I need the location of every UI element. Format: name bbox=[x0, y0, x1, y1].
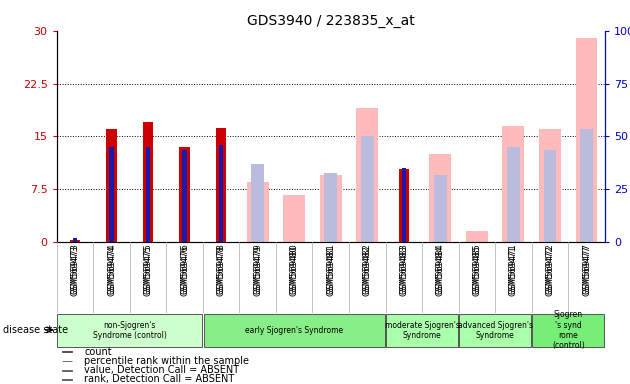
Text: non-Sjogren's
Syndrome (control): non-Sjogren's Syndrome (control) bbox=[93, 321, 167, 340]
Text: advanced Sjogren's
Syndrome: advanced Sjogren's Syndrome bbox=[457, 321, 533, 340]
Bar bbox=[70, 240, 80, 242]
FancyBboxPatch shape bbox=[57, 314, 202, 347]
Text: GSM569485: GSM569485 bbox=[472, 245, 481, 296]
Bar bbox=[106, 129, 117, 242]
FancyBboxPatch shape bbox=[532, 314, 604, 347]
Bar bbox=[284, 195, 305, 242]
Text: GSM569471: GSM569471 bbox=[509, 245, 518, 296]
Bar bbox=[62, 379, 72, 380]
Title: GDS3940 / 223835_x_at: GDS3940 / 223835_x_at bbox=[247, 14, 415, 28]
Bar bbox=[251, 164, 264, 242]
Bar bbox=[503, 126, 524, 242]
Text: GSM569483: GSM569483 bbox=[399, 245, 408, 296]
FancyBboxPatch shape bbox=[386, 314, 458, 347]
FancyBboxPatch shape bbox=[459, 314, 531, 347]
Bar bbox=[430, 154, 451, 242]
Text: GSM569475: GSM569475 bbox=[144, 245, 152, 296]
Bar bbox=[576, 38, 597, 242]
Text: GSM569480: GSM569480 bbox=[290, 245, 299, 296]
Bar bbox=[110, 147, 113, 242]
Bar bbox=[62, 351, 72, 353]
FancyBboxPatch shape bbox=[203, 314, 385, 347]
Text: disease state: disease state bbox=[3, 325, 68, 335]
Bar bbox=[544, 151, 556, 242]
Bar bbox=[402, 168, 406, 242]
Text: moderate Sjogren's
Syndrome: moderate Sjogren's Syndrome bbox=[385, 321, 459, 340]
Bar bbox=[399, 169, 409, 242]
Text: value, Detection Call = ABSENT: value, Detection Call = ABSENT bbox=[84, 365, 239, 375]
Text: GSM569477: GSM569477 bbox=[582, 245, 591, 296]
Bar bbox=[183, 151, 186, 242]
Bar bbox=[539, 129, 561, 242]
Text: percentile rank within the sample: percentile rank within the sample bbox=[84, 356, 249, 366]
Bar bbox=[247, 182, 268, 242]
Bar bbox=[73, 238, 77, 242]
Text: Sjogren
's synd
rome
(control): Sjogren 's synd rome (control) bbox=[552, 310, 585, 350]
Bar bbox=[580, 129, 593, 242]
Bar bbox=[357, 108, 378, 242]
Text: GSM569482: GSM569482 bbox=[363, 245, 372, 296]
Text: early Sjogren's Syndrome: early Sjogren's Syndrome bbox=[245, 326, 343, 335]
Bar bbox=[146, 147, 150, 242]
Text: GSM569473: GSM569473 bbox=[71, 245, 79, 296]
Text: GSM569472: GSM569472 bbox=[546, 245, 554, 296]
Bar bbox=[143, 122, 153, 242]
Bar bbox=[219, 145, 223, 242]
Text: rank, Detection Call = ABSENT: rank, Detection Call = ABSENT bbox=[84, 374, 234, 384]
Text: GSM569479: GSM569479 bbox=[253, 245, 262, 296]
Bar bbox=[324, 173, 337, 242]
Text: GSM569476: GSM569476 bbox=[180, 245, 189, 296]
Text: count: count bbox=[84, 347, 112, 357]
Bar bbox=[434, 175, 447, 242]
Bar bbox=[216, 128, 226, 242]
Text: GSM569484: GSM569484 bbox=[436, 245, 445, 296]
Text: GSM569481: GSM569481 bbox=[326, 245, 335, 296]
Bar bbox=[180, 147, 190, 242]
Bar bbox=[62, 370, 72, 371]
Bar bbox=[466, 231, 488, 242]
Text: GSM569478: GSM569478 bbox=[217, 245, 226, 296]
Text: GSM569474: GSM569474 bbox=[107, 245, 116, 296]
Bar bbox=[320, 175, 341, 242]
Bar bbox=[361, 136, 374, 242]
Bar bbox=[507, 147, 520, 242]
